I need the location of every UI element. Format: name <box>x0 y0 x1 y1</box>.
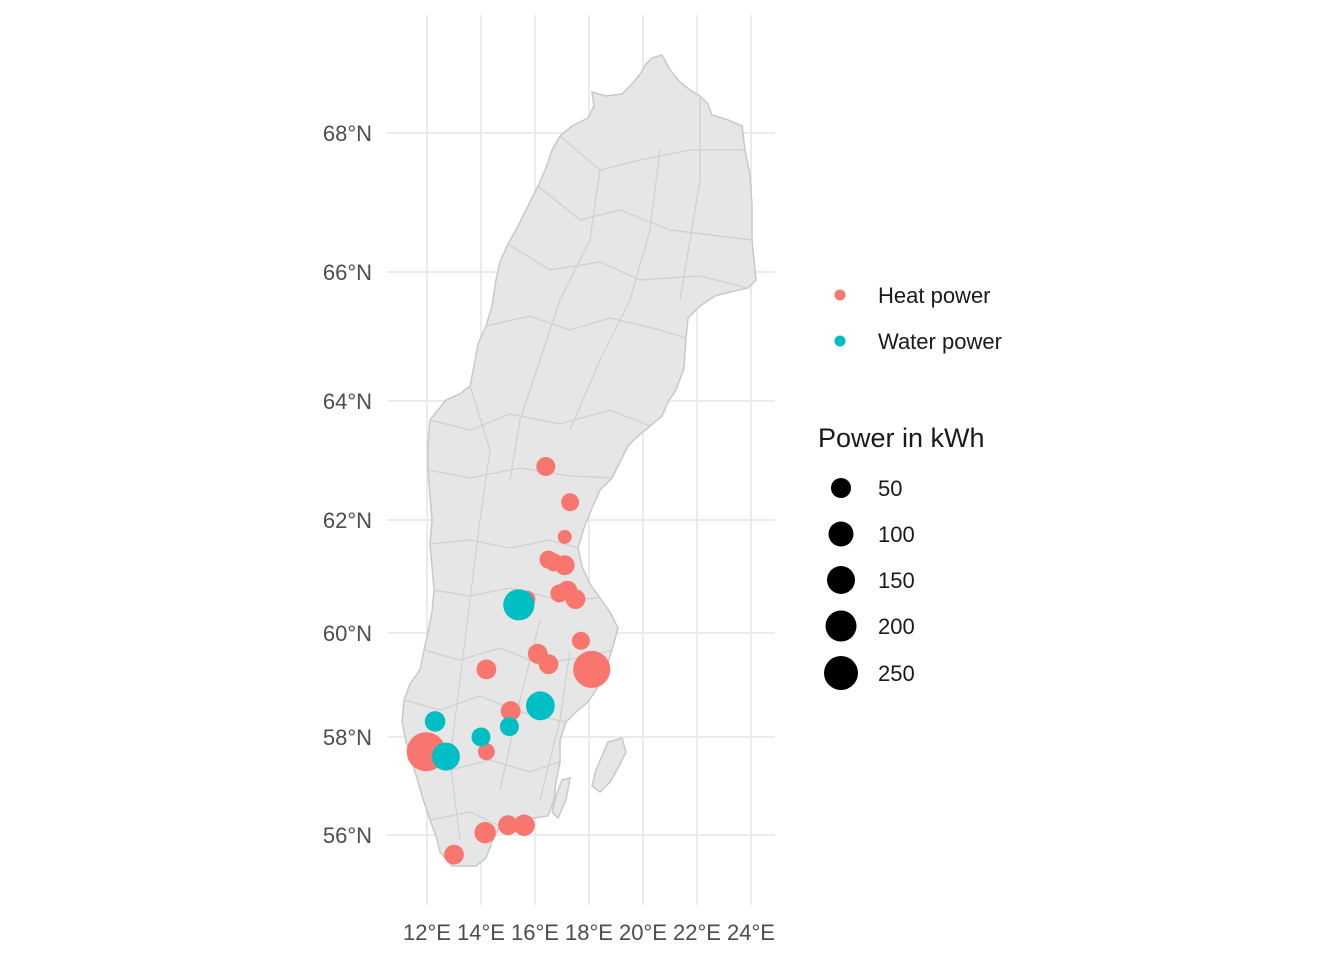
y-tick-label: 62°N <box>323 508 372 533</box>
heat-power-point <box>565 589 586 609</box>
sweden-landmass <box>401 54 757 867</box>
heat-power-point <box>513 814 535 836</box>
color-legend: Heat power Water power <box>834 283 1002 354</box>
size-legend-label-150: 150 <box>878 568 915 593</box>
heat-power-point <box>444 844 464 865</box>
size-legend-key-200 <box>825 610 857 642</box>
legend-label-heat-power: Heat power <box>878 283 991 308</box>
y-tick-label: 60°N <box>323 621 372 646</box>
y-axis-tick-labels: 56°N 58°N 60°N 62°N 64°N 66°N 68°N <box>323 121 372 848</box>
size-legend-label-200: 200 <box>878 614 915 639</box>
size-legend-key-50 <box>831 478 851 498</box>
sweden-outline <box>401 54 757 867</box>
water-power-point <box>499 717 519 737</box>
size-legend: Power in kWh 50 100 150 200 250 <box>818 423 985 690</box>
heat-power-point <box>500 701 521 721</box>
x-tick-label: 24°E <box>727 920 775 945</box>
legend-key-water-power <box>834 335 846 347</box>
water-power-point <box>424 711 446 732</box>
water-power-point <box>471 727 491 747</box>
size-legend-label-50: 50 <box>878 476 902 501</box>
water-power-point <box>431 742 460 771</box>
x-tick-label: 12°E <box>403 920 451 945</box>
x-tick-label: 16°E <box>511 920 559 945</box>
heat-power-point <box>571 631 590 650</box>
heat-power-point <box>498 815 518 836</box>
water-power-point <box>503 589 535 621</box>
legend-key-heat-power <box>834 289 846 301</box>
x-tick-label: 20°E <box>619 920 667 945</box>
y-tick-label: 68°N <box>323 121 372 146</box>
x-tick-label: 14°E <box>457 920 505 945</box>
heat-power-point <box>477 743 495 761</box>
heat-power-point <box>557 529 572 544</box>
gotland-island <box>591 737 627 793</box>
size-legend-key-250 <box>824 656 858 690</box>
y-tick-label: 56°N <box>323 823 372 848</box>
y-tick-label: 64°N <box>323 389 372 414</box>
y-tick-label: 58°N <box>323 725 372 750</box>
heat-power-point <box>561 493 580 512</box>
power-plant-points <box>406 457 611 865</box>
x-axis-tick-labels: 12°E 14°E 16°E 18°E 20°E 22°E 24°E <box>403 920 775 945</box>
heat-power-point <box>476 659 497 680</box>
size-legend-key-100 <box>828 521 854 547</box>
heat-power-point <box>536 457 556 476</box>
x-tick-label: 18°E <box>565 920 613 945</box>
size-legend-label-250: 250 <box>878 661 915 686</box>
y-tick-label: 66°N <box>323 260 372 285</box>
size-legend-title: Power in kWh <box>818 423 985 453</box>
heat-power-point <box>554 555 575 576</box>
x-tick-label: 22°E <box>673 920 721 945</box>
oland-island <box>551 776 571 820</box>
heat-power-point <box>538 654 559 675</box>
heat-power-point <box>474 821 496 844</box>
heat-power-point <box>573 650 611 689</box>
legend-label-water-power: Water power <box>878 329 1002 354</box>
size-legend-key-150 <box>827 566 855 594</box>
size-legend-label-100: 100 <box>878 522 915 547</box>
water-power-point <box>526 691 555 721</box>
